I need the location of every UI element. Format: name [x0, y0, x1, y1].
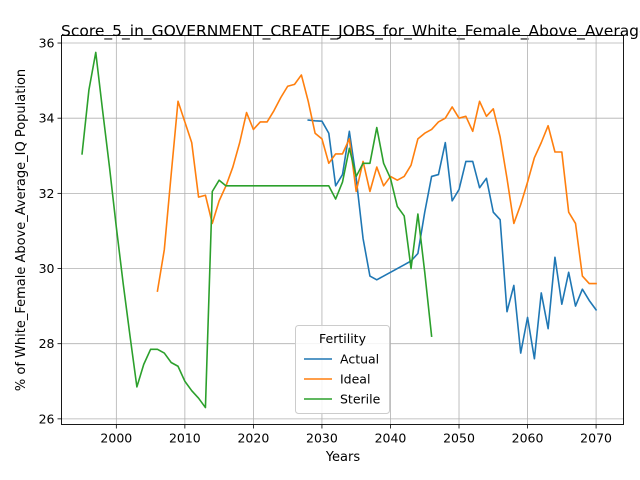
x-tick-label: 2020	[237, 431, 269, 446]
legend: Fertility Actual Ideal Sterile	[295, 325, 390, 414]
x-axis-ticks: 2000 2010 2020 2030 2040 2050 2060 2070	[100, 424, 612, 446]
x-tick-label: 2000	[100, 431, 132, 446]
x-tick-label: 2040	[375, 431, 407, 446]
y-axis-label: % of White_Female Above_Average_IQ Popul…	[14, 69, 29, 391]
y-tick-label: 36	[39, 36, 55, 51]
series-line-actual	[307, 119, 598, 360]
series-line-ideal	[156, 74, 597, 292]
x-axis-label: Years	[325, 450, 361, 465]
y-axis-ticks: 26 28 30 32 34 36	[39, 36, 62, 426]
x-tick-label: 2060	[512, 431, 544, 446]
plot-area-frame	[61, 35, 624, 425]
y-tick-label: 32	[39, 186, 55, 201]
legend-entries: Actual Ideal Sterile	[304, 352, 381, 407]
legend-title: Fertility	[319, 331, 367, 346]
y-tick-label: 34	[39, 111, 55, 126]
legend-label-ideal: Ideal	[340, 372, 370, 387]
y-tick-label: 28	[39, 336, 55, 351]
x-tick-label: 2010	[169, 431, 201, 446]
legend-box	[295, 325, 390, 414]
series-line-sterile	[81, 51, 433, 409]
x-tick-label: 2030	[306, 431, 338, 446]
y-tick-label: 26	[39, 411, 55, 426]
series-lines	[81, 51, 598, 409]
x-tick-label: 2070	[580, 431, 612, 446]
legend-label-sterile: Sterile	[340, 392, 381, 407]
chart-title: Score_5_in_GOVERNMENT_CREATE_JOBS_for_Wh…	[61, 22, 640, 41]
x-tick-label: 2050	[443, 431, 475, 446]
legend-label-actual: Actual	[340, 352, 379, 367]
y-tick-label: 30	[39, 261, 55, 276]
